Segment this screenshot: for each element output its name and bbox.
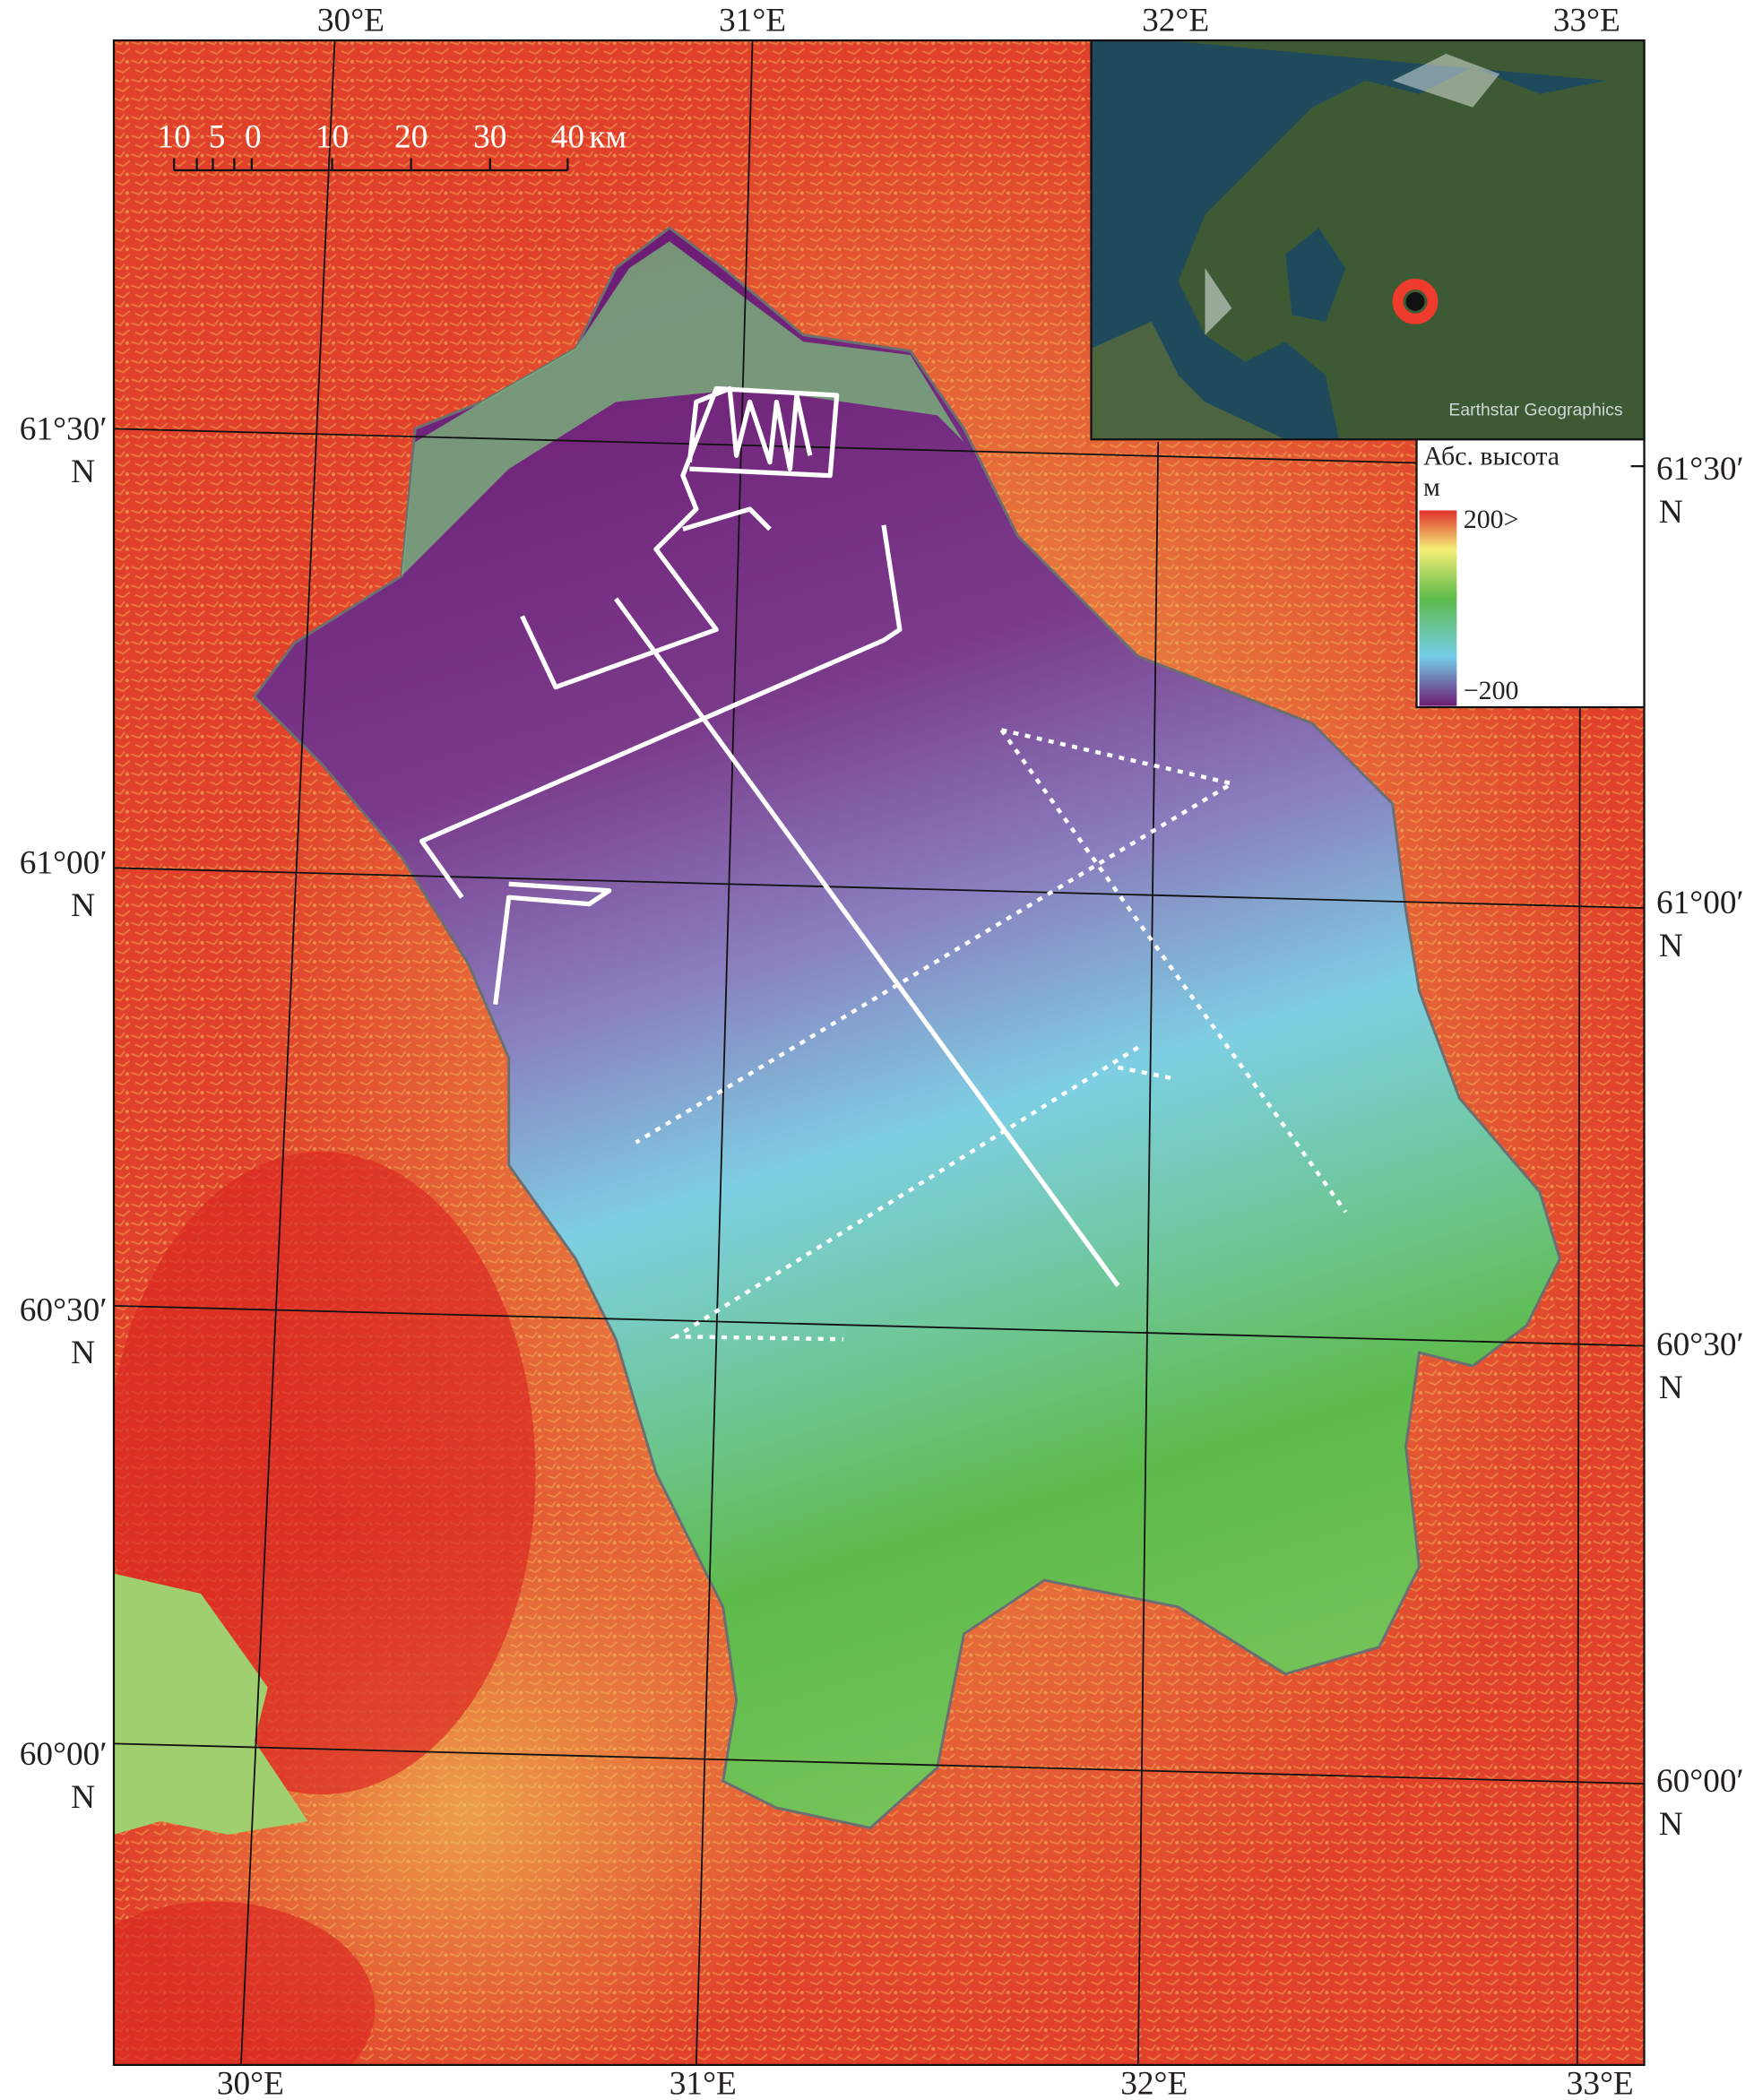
lat-label-right: 61°30′ [1656,451,1744,488]
lat-label-right: 60°00′ [1656,1763,1744,1800]
inset-locator-map: Earthstar Geographics [1090,39,1646,441]
graticule-lines [113,40,1645,2065]
map-frame [112,39,1646,2066]
lat-label-right: 60°30′ [1656,1327,1744,1363]
lake-onega-basin [252,226,1561,1830]
lon-label-bottom: 32°E [1120,2066,1188,2100]
survey-tracks-solid [419,385,1120,1287]
lat-hem-left: N [71,454,95,490]
scale-label: 20 [394,119,428,156]
inset-attribution: Earthstar Geographics [1448,400,1622,419]
lat-hem-left: N [71,887,95,924]
lat-label-left: 61°30′ [20,410,108,447]
location-circle-icon [1392,279,1439,324]
scale-label: 0 [245,119,262,156]
lat-label-right: 61°00′ [1656,885,1744,921]
scale-unit: км [589,119,626,156]
legend-min: −200 [1464,676,1519,705]
scale-label: 10 [158,119,191,156]
lat-label-left: 60°30′ [20,1292,108,1328]
lat-hem-right: N [1659,1806,1683,1843]
lon-label-top: 33°E [1553,3,1620,39]
lat-hem-left: N [71,1335,95,1371]
lon-label-bottom: 33°E [1567,2066,1634,2100]
legend-colorbar [1419,510,1457,706]
lat-label-left: 60°00′ [20,1736,108,1773]
lon-label-top: 30°E [317,3,384,39]
lon-label-bottom: 30°E [217,2066,284,2100]
legend-title: Абс. высота [1423,442,1560,471]
legend-unit: м [1423,472,1440,502]
lat-hem-right: N [1659,494,1683,531]
lat-hem-right: N [1659,928,1683,964]
lon-label-top: 32°E [1142,3,1209,39]
lon-label-top: 31°E [719,3,786,39]
scale-label: 30 [473,119,506,156]
scale-label: 10 [315,119,349,156]
scale-label: 40 [551,119,584,156]
legend-max: 200> [1464,505,1519,534]
graticule-labels: 30°E 31°E 32°E 33°E 30°E 31°E 32°E 33°E … [20,3,1744,2100]
scale-bar: 10 5 0 10 20 30 40 км [158,119,626,172]
scale-label: 5 [209,119,226,156]
elevation-legend: Абс. высота м 200> −200 [1415,438,1646,709]
ladoga-neighbour-lake [113,1573,308,1835]
lat-label-left: 61°00′ [20,844,108,881]
lat-hem-left: N [71,1779,95,1816]
lon-label-bottom: 31°E [670,2066,737,2100]
survey-tracks-dotted [635,728,1348,1342]
lat-hem-right: N [1659,1370,1683,1406]
